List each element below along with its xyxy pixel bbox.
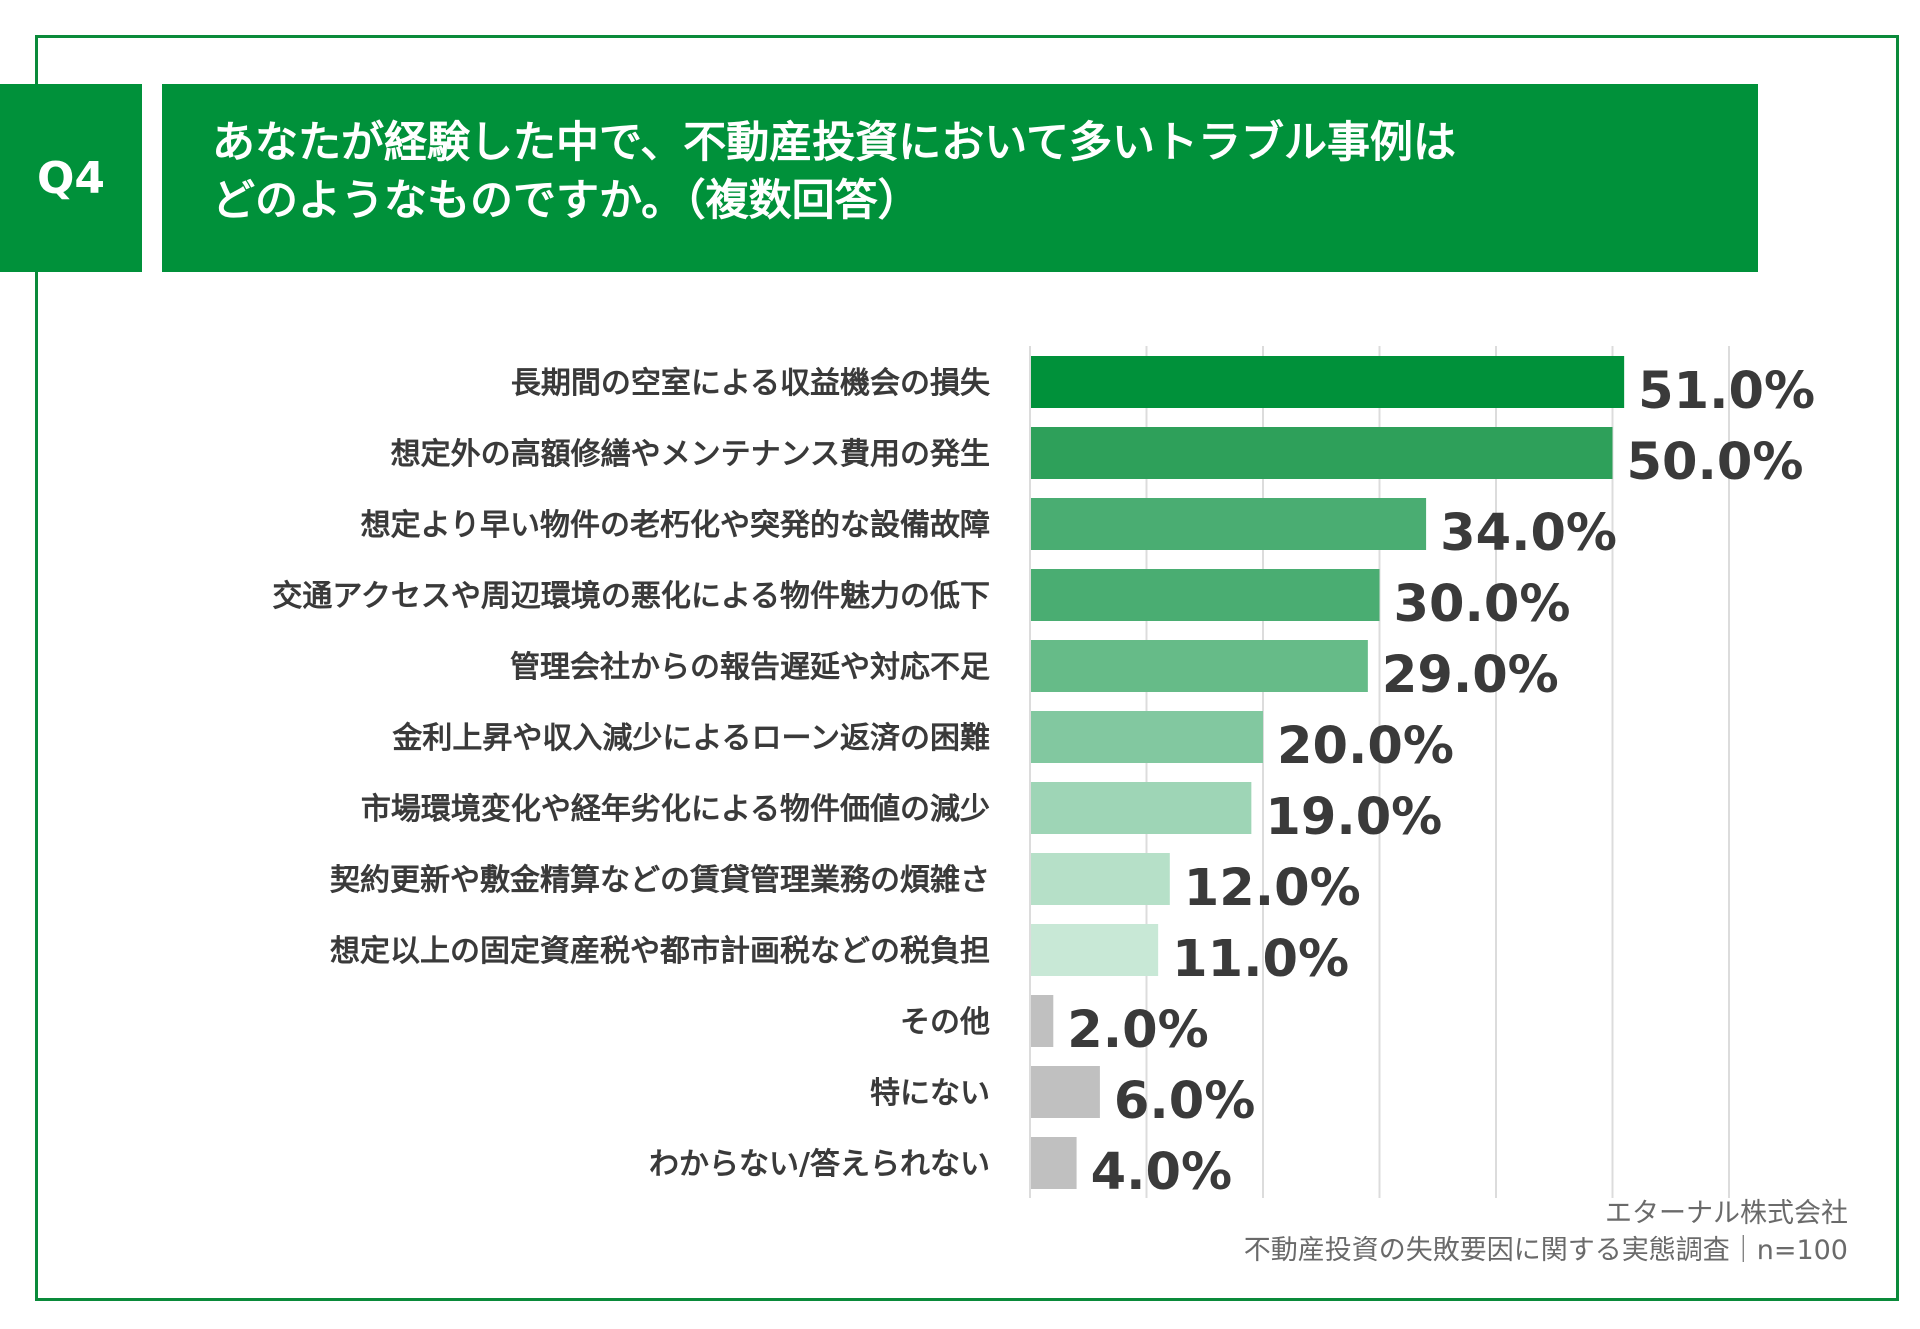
category-label: わからない/答えられない — [649, 1147, 990, 1182]
category-label: 想定より早い物件の老朽化や突発的な設備故障 — [361, 508, 990, 543]
category-label: 金利上昇や収入減少によるローン返済の困難 — [391, 721, 990, 756]
bar — [1030, 1137, 1077, 1189]
value-label: 50.0% — [1627, 433, 1804, 492]
value-label: 20.0% — [1277, 717, 1454, 776]
question-number-badge: Q4 — [0, 84, 142, 272]
bar — [1030, 853, 1170, 905]
bar — [1030, 1066, 1100, 1118]
value-label: 19.0% — [1265, 788, 1442, 847]
bar — [1030, 711, 1263, 763]
question-number: Q4 — [36, 152, 106, 204]
question-title-line-1: あなたが経験した中で、不動産投資において多いトラブル事例は — [212, 118, 1456, 168]
source-survey: 不動産投資の失敗要因に関する実態調査｜n=100 — [1243, 1235, 1848, 1266]
bar — [1030, 356, 1625, 408]
value-label: 30.0% — [1394, 575, 1571, 634]
bar — [1030, 640, 1368, 692]
question-title-line-2: どのようなものですか。（複数回答） — [212, 176, 921, 226]
chart-frame — [35, 35, 1899, 1301]
value-label: 12.0% — [1184, 859, 1361, 918]
value-label: 6.0% — [1114, 1072, 1255, 1131]
category-label: 想定以上の固定資産税や都市計画税などの税負担 — [330, 934, 990, 969]
bar — [1030, 498, 1427, 550]
category-label: 交通アクセスや周辺環境の悪化による物件魅力の低下 — [272, 579, 990, 614]
bar — [1030, 782, 1252, 834]
bar — [1030, 569, 1380, 621]
bar — [1030, 995, 1054, 1047]
bar — [1030, 924, 1159, 976]
value-label: 2.0% — [1067, 1001, 1208, 1060]
value-label: 34.0% — [1440, 504, 1617, 563]
category-label: 管理会社からの報告遅延や対応不足 — [510, 650, 990, 685]
source-note: エターナル株式会社 不動産投資の失敗要因に関する実態調査｜n=100 — [1244, 1195, 1848, 1269]
value-label: 4.0% — [1091, 1143, 1232, 1202]
category-label: 契約更新や敷金精算などの賃貸管理業務の煩雑さ — [330, 863, 990, 898]
category-label: その他 — [900, 1005, 990, 1040]
category-label: 市場環境変化や経年劣化による物件価値の減少 — [361, 792, 990, 827]
bar — [1030, 427, 1613, 479]
question-title-box: あなたが経験した中で、不動産投資において多いトラブル事例は どのようなものですか… — [162, 84, 1758, 272]
category-label: 想定外の高額修繕やメンテナンス費用の発生 — [391, 437, 990, 472]
category-label: 特にない — [870, 1076, 990, 1111]
source-company: エターナル株式会社 — [1605, 1198, 1848, 1229]
category-label: 長期間の空室による収益機会の損失 — [511, 366, 991, 401]
value-label: 51.0% — [1638, 362, 1815, 421]
value-label: 11.0% — [1172, 930, 1349, 989]
value-label: 29.0% — [1382, 646, 1559, 705]
